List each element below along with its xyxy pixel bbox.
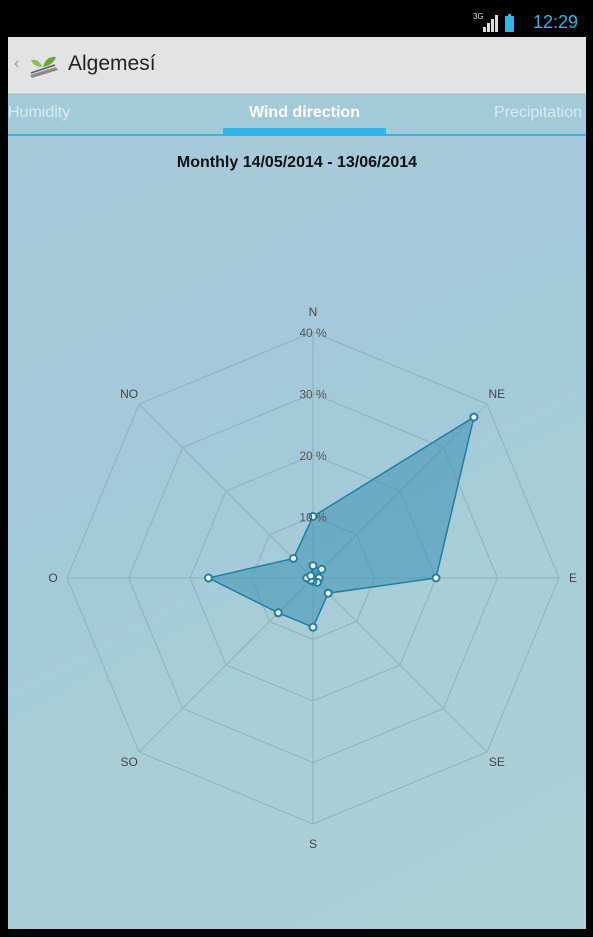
radar-chart: 10 % 20 % 30 % 40 % N NE E SE S SO O NO	[48, 305, 577, 851]
grid-spoke	[138, 403, 314, 579]
data-point	[308, 512, 318, 521]
data-point	[288, 553, 298, 563]
data-point	[273, 608, 283, 618]
network-type: 3G	[473, 12, 484, 21]
direction-label: S	[309, 837, 317, 851]
battery-icon	[505, 14, 514, 32]
tick-label: 10 %	[299, 511, 327, 525]
direction-label: N	[309, 305, 318, 319]
data-point	[203, 573, 213, 583]
device-screen: 3G 12:29 ‹ Algemesí Humidity Wind direct…	[8, 8, 586, 929]
app-title: Algemesí	[68, 52, 156, 75]
data-point	[317, 564, 327, 574]
direction-label: NE	[489, 387, 506, 401]
data-point	[306, 571, 316, 581]
data-point	[308, 561, 318, 571]
grid-spoke	[312, 577, 488, 753]
data-point	[308, 622, 318, 632]
status-icons: 3G	[473, 12, 514, 32]
status-time: 12:29	[532, 12, 578, 32]
series-area	[206, 415, 476, 629]
back-icon[interactable]: ‹	[14, 55, 20, 72]
data-point	[323, 588, 333, 598]
tab-precipitation[interactable]: Precipitation	[493, 104, 582, 121]
signal-icon: 3G	[473, 12, 498, 32]
action-bar: ‹ Algemesí	[8, 37, 586, 94]
direction-label: SO	[120, 755, 137, 769]
tab-strip: Humidity Wind direction Precipitation	[8, 94, 586, 136]
tick-label: 20 %	[299, 449, 327, 463]
data-point	[431, 573, 441, 583]
chart-area: 10 % 20 % 30 % 40 % N NE E SE S SO O NO Monthly 14/…	[8, 136, 586, 929]
chart-title: Monthly 14/05/2014 - 13/06/2014	[176, 154, 418, 171]
data-point	[469, 412, 479, 422]
tab-indicator	[223, 128, 386, 134]
tab-wind-direction[interactable]: Wind direction	[249, 104, 360, 121]
app-logo-icon[interactable]	[28, 49, 60, 81]
direction-label: SE	[489, 755, 505, 769]
direction-label: NO	[120, 387, 138, 401]
tick-label: 30 %	[299, 388, 327, 402]
tab-humidity[interactable]: Humidity	[8, 104, 71, 121]
tick-label: 40 %	[299, 326, 327, 340]
status-bar: 3G 12:29	[8, 8, 586, 37]
direction-label: E	[569, 571, 577, 585]
direction-label: O	[48, 571, 57, 585]
